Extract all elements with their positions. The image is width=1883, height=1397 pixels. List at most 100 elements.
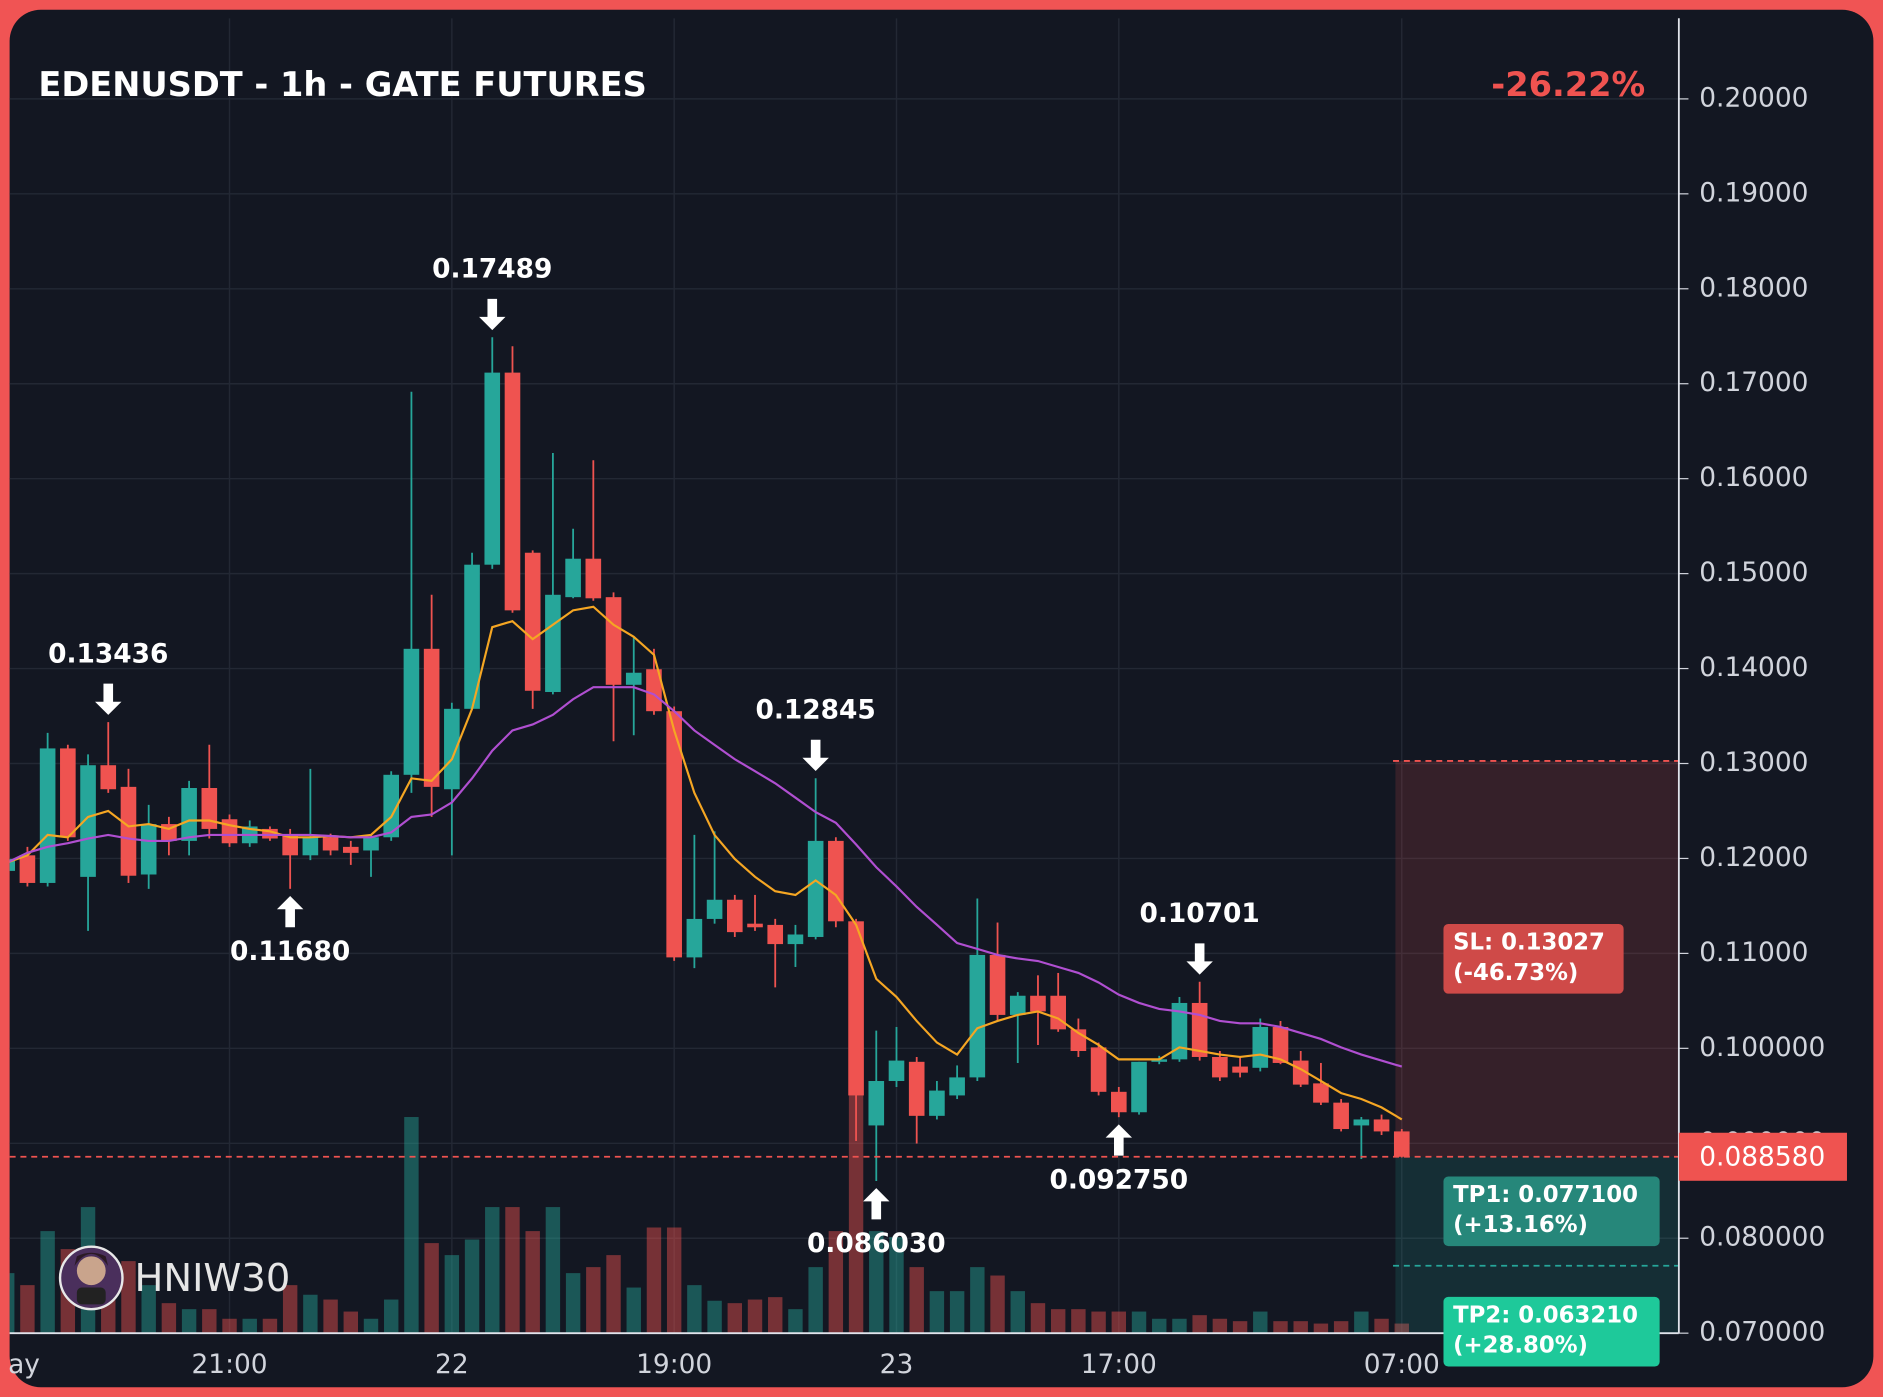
candle-body <box>888 1060 905 1081</box>
volume-bar <box>565 1273 581 1334</box>
volume-bar <box>464 1239 480 1334</box>
high-annotation: 0.12845 <box>756 694 876 725</box>
candle-body <box>60 748 76 838</box>
volume-bar <box>586 1267 601 1334</box>
level-label: TP2: 0.063210 <box>1453 1303 1638 1329</box>
volume-bar <box>929 1291 945 1334</box>
annotation-arrow <box>479 298 506 331</box>
candle-body <box>322 837 339 851</box>
level-box <box>1443 1296 1660 1367</box>
annotation-arrow <box>276 896 304 928</box>
candle-body <box>625 672 642 685</box>
volume-bar <box>1232 1321 1248 1334</box>
level-label: TP1: 0.077100 <box>1453 1182 1638 1208</box>
volume-bar <box>525 1231 540 1334</box>
volume-bar <box>1152 1318 1167 1334</box>
volume-bar <box>1131 1311 1147 1334</box>
volume-bar <box>303 1294 318 1334</box>
candle-body <box>201 788 218 829</box>
y-tick-label: 0.20000 <box>1699 82 1808 113</box>
volume-bar <box>363 1318 379 1334</box>
volume-bar <box>181 1309 197 1334</box>
x-tick-label: 07:00 <box>1364 1349 1440 1380</box>
volume-bar <box>788 1309 803 1334</box>
y-tick-label: 0.14000 <box>1699 652 1808 683</box>
volume-bar <box>202 1309 217 1334</box>
candle-body <box>1090 1047 1107 1092</box>
x-tick-label: 21:00 <box>191 1349 267 1380</box>
avatar-body <box>76 1287 106 1305</box>
volume-bar <box>404 1117 419 1334</box>
volume-bar <box>40 1231 55 1334</box>
volume-bar <box>889 1237 904 1334</box>
candle-body <box>848 921 864 1096</box>
volume-bar <box>909 1267 924 1334</box>
candle-body <box>1393 1131 1410 1157</box>
candle-body <box>464 564 480 709</box>
candle-body <box>19 855 36 883</box>
candle-body <box>100 765 117 790</box>
volume-bar <box>384 1299 399 1334</box>
candle-body <box>1030 995 1046 1012</box>
candle-body <box>605 597 622 685</box>
volume-bar <box>1212 1318 1228 1334</box>
x-tick-label: 22 <box>435 1349 469 1380</box>
candle-body <box>120 786 137 876</box>
candle-body <box>1252 1026 1269 1068</box>
candle-body <box>1232 1066 1248 1073</box>
volume-bar <box>141 1285 156 1334</box>
change-label: -26.22% <box>1491 65 1645 104</box>
candle-body <box>787 934 804 945</box>
y-tick-label: 0.080000 <box>1699 1222 1825 1253</box>
candle-body <box>1212 1056 1228 1078</box>
candle-body <box>969 954 986 1078</box>
candle-body <box>565 558 581 598</box>
volume-bar <box>222 1318 237 1334</box>
low-annotation: 0.092750 <box>1049 1164 1188 1195</box>
candle-body <box>1333 1102 1349 1130</box>
volume-bar <box>262 1318 278 1334</box>
volume-bar <box>707 1300 722 1334</box>
volume-bar <box>1313 1323 1329 1334</box>
candle-body <box>282 834 298 856</box>
volume-bar <box>828 1231 844 1334</box>
high-annotation: 0.10701 <box>1140 898 1260 929</box>
candle-body <box>828 840 844 922</box>
watermark-avatar <box>58 1245 124 1311</box>
candle-body <box>9 858 16 871</box>
candle-body <box>1050 995 1066 1030</box>
low-annotation: 0.11680 <box>230 936 350 967</box>
level-change: (-46.73%) <box>1453 960 1578 986</box>
volume-bar <box>20 1285 35 1334</box>
volume-bar <box>727 1303 743 1334</box>
candle-body <box>908 1061 925 1116</box>
candle-body <box>868 1081 885 1126</box>
candle-body <box>1313 1083 1329 1103</box>
candle-body <box>363 837 379 851</box>
volume-bar <box>1111 1311 1127 1334</box>
volume-bar <box>282 1285 298 1334</box>
candle-body <box>484 372 501 565</box>
y-tick-label: 0.16000 <box>1699 462 1808 493</box>
y-tick-label: 0.13000 <box>1699 747 1808 778</box>
avatar-hair <box>74 1252 109 1266</box>
x-tick-label: 19:00 <box>636 1349 712 1380</box>
candle-body <box>747 923 763 928</box>
candle-body <box>807 840 824 937</box>
volume-bar <box>323 1299 338 1334</box>
volume-bar <box>444 1255 460 1334</box>
level-change: (+13.16%) <box>1453 1212 1588 1238</box>
candle-body <box>646 669 662 712</box>
level-box <box>1443 1176 1660 1247</box>
candle-body <box>1353 1119 1370 1126</box>
candle-body <box>726 899 743 933</box>
volume-bar <box>949 1291 965 1334</box>
candle-body <box>39 748 56 883</box>
volume-bar <box>768 1297 783 1334</box>
volume-bar <box>808 1267 823 1334</box>
candle-body <box>929 1090 945 1116</box>
candle-body <box>1009 995 1026 1015</box>
volume-bar <box>1010 1291 1025 1334</box>
candle-body <box>585 558 602 599</box>
